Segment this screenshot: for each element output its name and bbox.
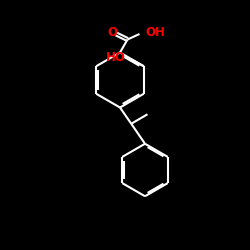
Text: OH: OH [145,26,165,40]
Text: O: O [108,26,118,40]
Text: HO: HO [106,51,126,64]
